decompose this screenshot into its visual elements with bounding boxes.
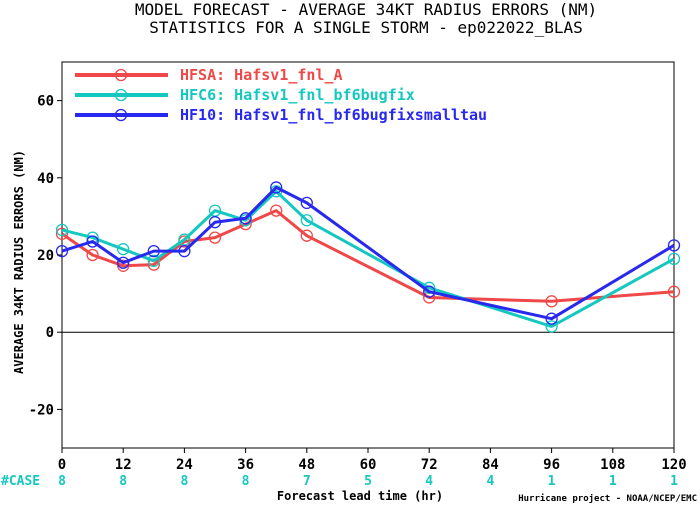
series-point <box>117 243 130 256</box>
y-axis-label: AVERAGE 34KT RADIUS ERRORS (NM) <box>12 150 26 374</box>
series-point <box>545 312 558 325</box>
case-count: 8 <box>58 474 66 489</box>
series-point <box>86 235 99 248</box>
x-tick-label: 60 <box>360 457 377 473</box>
series-point <box>667 285 681 298</box>
case-count: 4 <box>425 474 433 489</box>
case-count: 4 <box>486 474 494 489</box>
series-point <box>55 244 69 258</box>
series-point <box>147 254 160 267</box>
case-row-label: #CASE <box>1 474 40 489</box>
series-point <box>178 244 191 258</box>
x-tick-label: 48 <box>298 457 315 473</box>
case-count: 1 <box>670 474 678 489</box>
chart-title: MODEL FORECAST - AVERAGE 34KT RADIUS ERR… <box>135 0 597 19</box>
series-point <box>147 244 160 258</box>
case-count: 1 <box>548 474 556 489</box>
case-count: 8 <box>242 474 250 489</box>
case-count: 8 <box>180 474 188 489</box>
series-line-1 <box>61 209 675 303</box>
y-tick-label: 20 <box>37 248 54 264</box>
x-tick-label: 36 <box>237 457 254 473</box>
legend-label: HFC6: Hafsv1_fnl_bf6bugfix <box>180 86 415 104</box>
x-tick-label: 72 <box>421 457 438 473</box>
x-tick-label: 108 <box>600 457 625 473</box>
x-tick-label: 120 <box>661 457 686 473</box>
x-tick-label: 84 <box>482 457 499 473</box>
legend-label: HF10: Hafsv1_fnl_bf6bugfixsmalltau <box>180 106 487 124</box>
case-count: 7 <box>303 474 311 489</box>
series-point <box>239 212 252 225</box>
x-tick-label: 12 <box>115 457 132 473</box>
y-tick-label: 60 <box>37 94 54 110</box>
y-tick-label: 40 <box>37 171 54 187</box>
x-tick-label: 0 <box>58 457 66 473</box>
series-point <box>667 239 681 252</box>
y-tick-label: 0 <box>46 325 54 341</box>
series-point <box>117 259 130 272</box>
case-count: 1 <box>609 474 617 489</box>
x-tick-label: 96 <box>543 457 560 473</box>
y-tick-label: -20 <box>29 402 54 418</box>
series-point <box>300 229 313 242</box>
legend-label: HFSA: Hafsv1_fnl_A <box>180 66 343 84</box>
series-point <box>208 216 222 229</box>
series-point <box>208 231 222 244</box>
series-point <box>270 181 283 194</box>
series-point <box>667 252 681 266</box>
case-count: 8 <box>119 474 127 489</box>
series-point <box>300 196 313 210</box>
legend-marker <box>114 108 128 122</box>
legend-marker <box>114 68 128 82</box>
credit-text: Hurricane project - NOAA/NCEP/EMC <box>518 493 697 504</box>
series-point <box>545 320 558 333</box>
series-point <box>270 204 283 217</box>
legend-marker <box>114 88 128 102</box>
x-tick-label: 24 <box>176 457 193 473</box>
case-count: 5 <box>364 474 372 489</box>
x-axis-label: Forecast lead time (hr) <box>277 489 443 503</box>
series-point <box>300 214 313 227</box>
series-point <box>545 295 558 308</box>
series-point <box>423 285 436 298</box>
series-point <box>117 256 130 269</box>
series-point <box>55 223 69 237</box>
series-line-3 <box>61 185 675 321</box>
series-point <box>86 248 99 262</box>
series-point <box>55 227 69 240</box>
chart-subtitle: STATISTICS FOR A SINGLE STORM - ep022022… <box>149 18 582 37</box>
